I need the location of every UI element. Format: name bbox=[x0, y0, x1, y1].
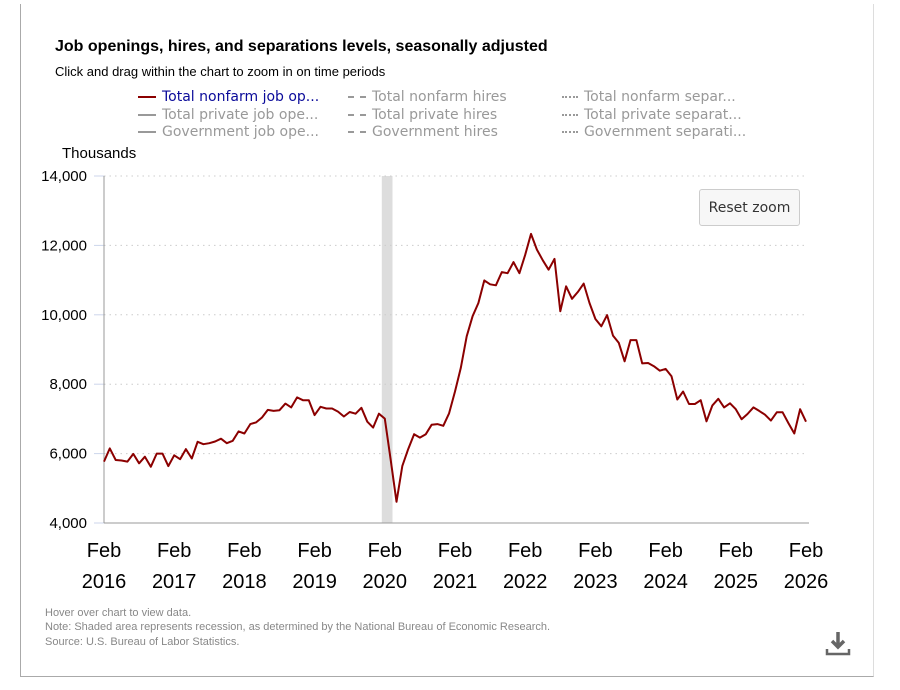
legend-symbol-icon bbox=[138, 96, 156, 98]
x-tick-label-year: 2023 bbox=[573, 571, 618, 593]
x-tick-label-month: Feb bbox=[648, 540, 682, 562]
x-tick-label-month: Feb bbox=[157, 540, 191, 562]
y-tick-label: 6,000 bbox=[49, 446, 87, 463]
x-tick-label-year: 2017 bbox=[152, 571, 197, 593]
x-tick-label-year: 2024 bbox=[643, 571, 688, 593]
x-tick-label-month: Feb bbox=[368, 540, 402, 562]
legend-symbol-icon bbox=[562, 131, 578, 133]
x-tick-label-month: Feb bbox=[719, 540, 753, 562]
download-icon[interactable] bbox=[824, 630, 852, 658]
chart-title: Job openings, hires, and separations lev… bbox=[55, 38, 548, 55]
legend-symbol-icon bbox=[562, 114, 578, 116]
series-line-total-nonfarm-job-openings bbox=[103, 232, 807, 503]
x-tick-label-year: 2021 bbox=[433, 571, 478, 593]
footer-recession-note: Note: Shaded area represents recession, … bbox=[45, 621, 551, 633]
y-tick-label: 14,000 bbox=[41, 168, 87, 185]
chart-subtitle: Click and drag within the chart to zoom … bbox=[55, 64, 386, 79]
legend-item[interactable]: Government job ope... bbox=[138, 124, 319, 140]
x-tick-label-year: 2022 bbox=[503, 571, 548, 593]
legend-label: Total private job ope... bbox=[162, 107, 319, 123]
x-tick-label-year: 2020 bbox=[363, 571, 408, 593]
legend-item[interactable]: Government hires bbox=[348, 124, 498, 140]
legend-symbol-icon bbox=[562, 96, 578, 98]
y-axis-label: Thousands bbox=[62, 145, 137, 162]
x-tick-label-year: 2026 bbox=[784, 571, 829, 593]
footer-hover-note: Hover over chart to view data. bbox=[45, 607, 192, 619]
x-tick-label-month: Feb bbox=[87, 540, 121, 562]
x-tick-label-year: 2016 bbox=[82, 571, 127, 593]
legend-label: Total private hires bbox=[372, 107, 498, 123]
reset-zoom-button[interactable]: Reset zoom bbox=[699, 189, 800, 226]
legend-symbol-icon bbox=[138, 131, 156, 133]
y-tick-label: 12,000 bbox=[41, 237, 87, 254]
chart-container bbox=[20, 4, 874, 677]
legend-label: Government separati... bbox=[584, 124, 747, 140]
x-tick-label-month: Feb bbox=[297, 540, 331, 562]
legend-item[interactable]: Government separati... bbox=[562, 124, 746, 140]
y-tick-label: 8,000 bbox=[49, 376, 87, 393]
y-tick-label: 10,000 bbox=[41, 307, 87, 324]
legend-item[interactable]: Total private separat... bbox=[562, 107, 742, 123]
x-tick-label-year: 2025 bbox=[714, 571, 759, 593]
y-tick-label: 4,000 bbox=[49, 515, 87, 532]
legend-label: Government hires bbox=[372, 124, 498, 140]
legend-symbol-icon bbox=[348, 131, 366, 133]
legend-symbol-icon bbox=[348, 96, 366, 98]
legend-symbol-icon bbox=[348, 114, 366, 116]
x-tick-label-year: 2019 bbox=[292, 571, 337, 593]
legend-item[interactable]: Total private hires bbox=[348, 107, 497, 123]
x-tick-label-month: Feb bbox=[578, 540, 612, 562]
x-tick-label-year: 2018 bbox=[222, 571, 267, 593]
legend-item[interactable]: Total nonfarm job op... bbox=[138, 89, 319, 105]
legend-item[interactable]: Total nonfarm hires bbox=[348, 89, 507, 105]
legend-label: Total nonfarm job op... bbox=[162, 89, 320, 105]
legend-label: Total nonfarm hires bbox=[372, 89, 507, 105]
recession-shade bbox=[381, 176, 393, 523]
legend-label: Total nonfarm separ... bbox=[584, 89, 736, 105]
legend-symbol-icon bbox=[138, 114, 156, 116]
legend-label: Government job ope... bbox=[162, 124, 319, 140]
x-tick-label-month: Feb bbox=[438, 540, 472, 562]
legend-item[interactable]: Total nonfarm separ... bbox=[562, 89, 736, 105]
legend-label: Total private separat... bbox=[584, 107, 742, 123]
x-tick-label-month: Feb bbox=[789, 540, 823, 562]
footer-source: Source: U.S. Bureau of Labor Statistics. bbox=[45, 636, 240, 648]
legend-item[interactable]: Total private job ope... bbox=[138, 107, 318, 123]
x-tick-label-month: Feb bbox=[508, 540, 542, 562]
x-tick-label-month: Feb bbox=[227, 540, 261, 562]
